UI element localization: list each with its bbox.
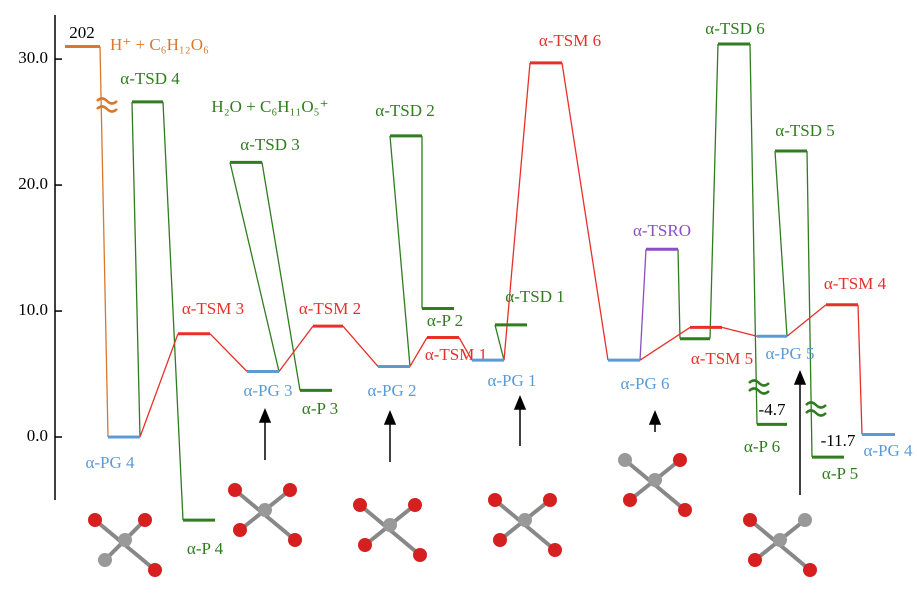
connector [163, 102, 183, 520]
arrows [260, 372, 805, 495]
connector [343, 326, 378, 366]
level-label: α-PG 3 [243, 381, 292, 400]
level-label: α-P 4 [187, 539, 224, 558]
connector [640, 249, 646, 360]
connector [678, 249, 680, 338]
connector [775, 151, 787, 336]
level-label: α-P 6 [744, 437, 780, 456]
connector [100, 46, 108, 437]
connector [787, 305, 826, 336]
connector [495, 325, 504, 360]
connector [210, 334, 247, 372]
annotation: -4.7 [759, 400, 786, 419]
y-tick-label: 10.0 [18, 300, 48, 319]
level-label: α-PG 2 [367, 381, 416, 400]
connector [640, 327, 690, 360]
molecules [88, 453, 817, 577]
connector [710, 44, 718, 339]
chart: 0.0 10.0 20.0 30.0 H⁺ + C₆H₁₂O₆ α-PG 4 α-TSD 4… [0, 0, 917, 601]
level-label: α-TSM 6 [539, 31, 601, 50]
level-label: α-P 2 [427, 311, 463, 330]
connector [562, 63, 608, 360]
level-label: α-TSD 5 [775, 121, 834, 140]
break-marks [97, 99, 826, 416]
connector [858, 305, 862, 435]
level-label: α-TSD 4 [120, 69, 180, 88]
connector [262, 162, 300, 390]
y-tick-label: 20.0 [18, 174, 48, 193]
y-tick-label: 30.0 [18, 48, 48, 67]
level-label: H⁺ + C₆H₁₂O₆ [110, 35, 209, 54]
connector [722, 327, 757, 336]
y-tick-label: 0.0 [27, 426, 48, 445]
connector [230, 162, 279, 371]
level-label: α-TSD 1 [505, 287, 564, 306]
level-label: α-PG 4 [863, 441, 913, 460]
level-label: α-PG 1 [487, 371, 536, 390]
level-label: α-TSD 3 [240, 135, 299, 154]
connector [132, 102, 140, 437]
level-label: α-PG 4 [85, 453, 135, 472]
connector [140, 334, 178, 437]
annotation: -11.7 [821, 431, 856, 450]
level-label: α-TSM 2 [299, 299, 361, 318]
level-label: α-TSM 3 [182, 299, 244, 318]
level-label: α-TSD 2 [375, 101, 434, 120]
annotation: 202 [69, 23, 95, 42]
connector [504, 63, 530, 360]
level-label: α-TSM 4 [824, 274, 887, 293]
connector [390, 136, 410, 367]
level-label: α-PG 5 [765, 344, 814, 363]
level-label: α-P 5 [822, 464, 858, 483]
level-label: α-TSRO [633, 221, 691, 240]
level-label: α-P 3 [302, 399, 338, 418]
level-label: α-PG 6 [620, 374, 669, 393]
level-label: α-TSM 5 [691, 349, 753, 368]
annotation: H₂O + C₆H₁₁O₅⁺ [211, 97, 328, 116]
level-label: α-TSD 6 [705, 19, 764, 38]
